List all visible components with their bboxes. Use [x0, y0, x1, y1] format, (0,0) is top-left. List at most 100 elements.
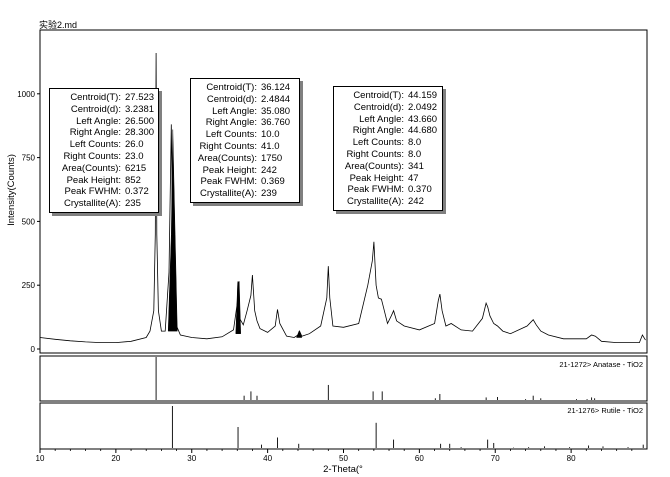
peak-info-row: Crystallite(A): 239 — [195, 188, 293, 200]
diffraction-pattern — [39, 52, 646, 344]
x-tick-label: 80 — [567, 454, 576, 463]
peak-info-value: 235 — [125, 198, 141, 210]
peak-info-value: 2.0492 — [408, 101, 438, 113]
anatase-reference-sticks — [155, 357, 596, 400]
peak-info-value: 44.159 — [408, 90, 438, 101]
peak-info-value: 43.660 — [408, 113, 438, 125]
peak-info-row: Left Counts: 26.0 — [54, 139, 152, 151]
peak-info-value: 0.370 — [408, 184, 432, 196]
peak-info-key: Centroid(T): — [70, 92, 121, 103]
peak-info-key: Left Angle: — [359, 113, 404, 125]
peak-info-row: Area(Counts): 6215 — [54, 163, 152, 175]
x-tick-label: 60 — [415, 454, 424, 463]
peak-info-value: 41.0 — [261, 140, 280, 152]
peak-info-value: 6215 — [125, 162, 147, 174]
y-tick-label: 500 — [22, 217, 36, 226]
peak-info-value: 36.124 — [261, 82, 291, 93]
peak-info-value: 242 — [408, 196, 424, 208]
peak-info-value: 10.0 — [261, 129, 280, 141]
x-tick-label: 10 — [36, 454, 45, 463]
peak-info-key: Crystallite(A): — [199, 188, 257, 200]
y-tick-label: 1000 — [17, 90, 35, 99]
file-title: 实验2.md — [39, 19, 77, 30]
peak-info-row: Peak Height: 242 — [195, 165, 293, 177]
peak-info-row: Centroid(T): 44.159 — [338, 90, 438, 102]
peak-info-key: Left Counts: — [69, 139, 121, 151]
peak-info-key: Crystallite(A): — [63, 198, 121, 210]
peak-info-row: Centroid(d): 3.2381 — [54, 103, 155, 116]
peak-info-value: 35.080 — [261, 105, 291, 117]
peak-info-value: 8.0 — [408, 148, 422, 160]
peak-info-row: Left Angle: 26.500 — [54, 115, 155, 128]
peak-info-key: Right Angle: — [205, 117, 257, 129]
peak-info-key: Area(Counts): — [197, 152, 257, 164]
peak-info-row: Area(Counts): 341 — [338, 161, 436, 173]
peak-info-row: Right Angle: 36.760 — [195, 117, 293, 129]
peak-info-box-3: Centroid(T): 44.159 Centroid(d): 2.0492 Left… — [333, 86, 443, 211]
peak-info-row: Right Counts: 41.0 — [195, 141, 293, 153]
peak-info-row: Peak FWHM: 0.372 — [54, 186, 152, 198]
rutile-reference-sticks — [171, 406, 644, 448]
peak-info-row: Centroid(d): 2.0492 — [338, 101, 438, 114]
peak-info-value: 26.0 — [125, 139, 144, 151]
selected-peak-fill-3 — [296, 330, 303, 338]
peak-info-key: Right Counts: — [346, 148, 404, 160]
peak-info-key: Area(Counts): — [61, 162, 121, 174]
peak-info-value: 1750 — [261, 152, 283, 164]
peak-info-row: Area(Counts): 1750 — [195, 153, 293, 165]
peak-info-key: Area(Counts): — [344, 160, 404, 172]
x-tick-label: 20 — [111, 454, 120, 463]
anatase-panel-title: 21-1272> Anatase - TiO2 — [559, 360, 643, 369]
main-plot-frame — [39, 29, 648, 354]
peak-info-box-2: Centroid(T): 36.124 Centroid(d): 2.4844 Left… — [190, 78, 300, 203]
peak-info-key: Peak FWHM: — [347, 184, 404, 196]
peak-info-value: 852 — [125, 174, 141, 186]
pattern-line — [39, 52, 646, 344]
peak-info-value: 0.369 — [261, 176, 285, 188]
y-axis-label: Intensity(Counts) — [6, 154, 17, 226]
peak-info-value: 36.760 — [261, 117, 291, 129]
peak-info-value: 8.0 — [408, 137, 422, 149]
peak-info-value: 2.4844 — [261, 93, 291, 105]
x-tick-label: 50 — [339, 454, 348, 463]
peak-info-row: Right Counts: 23.0 — [54, 151, 152, 163]
selected-peak-fill-1 — [167, 129, 178, 332]
peak-info-key: Left Counts: — [205, 129, 257, 141]
x-axis-label: 2-Theta(° — [323, 464, 363, 475]
x-tick-label: 70 — [491, 454, 500, 463]
peak-info-value: 0.372 — [125, 186, 149, 198]
x-tick-label: 40 — [263, 454, 272, 463]
peak-info-key: Peak FWHM: — [200, 176, 257, 188]
peak-info-value: 239 — [261, 188, 277, 200]
peak-info-key: Crystallite(A): — [346, 196, 404, 208]
peak-info-key: Centroid(T): — [206, 82, 257, 93]
peak-info-key: Peak Height: — [349, 172, 404, 184]
peak-info-row: Peak Height: 47 — [338, 173, 436, 185]
peak-info-value: 3.2381 — [125, 103, 155, 115]
peak-info-row: Right Angle: 28.300 — [54, 127, 154, 139]
peak-info-key: Left Angle: — [212, 105, 257, 117]
rutile-panel-frame — [39, 402, 648, 450]
peak-info-value: 47 — [408, 172, 419, 184]
peak-info-key: Peak FWHM: — [64, 186, 121, 198]
peak-info-key: Left Counts: — [352, 137, 404, 149]
peak-info-value: 44.680 — [408, 125, 438, 137]
peak-info-row: Peak Height: 852 — [54, 175, 152, 187]
peak-info-key: Centroid(T): — [353, 90, 404, 101]
peak-info-row: Centroid(T): 36.124 — [195, 82, 293, 94]
selected-peak-fill-2 — [235, 280, 241, 334]
peak-info-key: Right Angle: — [352, 125, 404, 137]
peak-info-row: Left Angle: 35.080 — [195, 106, 293, 118]
rutile-panel-title: 21-1276> Rutile - TiO2 — [567, 406, 643, 415]
peak-info-row: Left Counts: 8.0 — [338, 137, 436, 149]
peak-info-value: 26.500 — [125, 115, 155, 127]
peak-info-row: Right Counts: 8.0 — [338, 149, 436, 161]
peak-info-row: Peak FWHM: 0.370 — [338, 184, 436, 196]
peak-info-row: Left Counts: 10.0 — [195, 129, 293, 141]
peak-info-value: 23.0 — [125, 150, 144, 162]
y-tick-label: 250 — [22, 281, 36, 290]
peak-info-row: Right Angle: 44.680 — [338, 125, 438, 137]
peak-info-row: Crystallite(A): 235 — [54, 198, 152, 210]
y-tick-label: 0 — [31, 345, 36, 354]
